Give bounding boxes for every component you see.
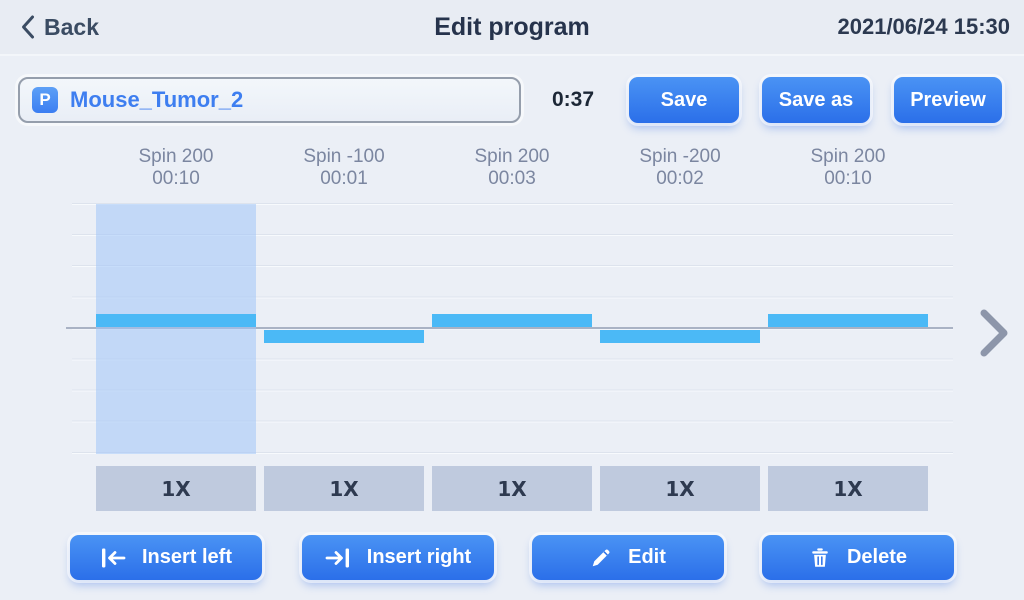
program-name-value: Mouse_Tumor_2 xyxy=(70,87,244,112)
repeat-count-3[interactable]: 1X xyxy=(600,466,760,511)
segment-3[interactable] xyxy=(600,203,760,454)
edit-button[interactable]: Edit xyxy=(532,535,724,580)
segment-bar xyxy=(264,330,424,343)
pencil-icon xyxy=(590,547,612,569)
program-name-field[interactable]: P Mouse_Tumor_2 xyxy=(18,77,521,123)
segment-time: 00:10 xyxy=(152,168,200,189)
segment-label-3: Spin -200 00:02 xyxy=(600,146,760,190)
trash-icon xyxy=(809,547,831,569)
edit-label: Edit xyxy=(628,546,666,568)
chevron-right-icon xyxy=(977,307,1011,359)
program-chart xyxy=(0,203,1024,454)
next-page-button[interactable] xyxy=(970,303,1018,363)
repeat-count-2[interactable]: 1X xyxy=(432,466,592,511)
segment-label-4: Spin 200 00:10 xyxy=(768,146,928,190)
chart-baseline xyxy=(66,327,953,329)
back-label: Back xyxy=(44,13,99,40)
segment-action: Spin 200 xyxy=(810,146,886,167)
total-duration: 0:37 xyxy=(551,88,595,111)
segment-label-2: Spin 200 00:03 xyxy=(432,146,592,190)
segment-time: 00:01 xyxy=(320,168,368,189)
segment-time: 00:02 xyxy=(656,168,704,189)
insert-left-icon xyxy=(100,547,126,569)
back-button[interactable]: Back xyxy=(18,0,99,54)
insert-right-icon xyxy=(325,547,351,569)
datetime-display: 2021/06/24 15:30 xyxy=(837,14,1011,39)
segment-action: Spin 200 xyxy=(138,146,214,167)
repeat-count-4[interactable]: 1X xyxy=(768,466,928,511)
segment-2[interactable] xyxy=(432,203,592,454)
insert-left-button[interactable]: Insert left xyxy=(70,535,262,580)
segment-label-1: Spin -100 00:01 xyxy=(264,146,424,190)
segment-bar xyxy=(768,314,928,327)
chevron-left-icon xyxy=(18,14,38,40)
page-title: Edit program xyxy=(434,12,590,41)
selection-highlight xyxy=(96,204,256,454)
segment-action: Spin -100 xyxy=(303,146,385,167)
segment-label-0: Spin 200 00:10 xyxy=(96,146,256,190)
insert-right-label: Insert right xyxy=(366,546,472,568)
save-as-button[interactable]: Save as xyxy=(762,77,870,123)
segment-0[interactable] xyxy=(96,203,256,454)
preview-button[interactable]: Preview xyxy=(894,77,1002,123)
segment-action: Spin 200 xyxy=(474,146,550,167)
top-bar: Back Edit program 2021/06/24 15:30 xyxy=(0,0,1024,56)
segment-bar xyxy=(96,314,256,327)
program-icon: P xyxy=(32,87,58,113)
repeat-count-1[interactable]: 1X xyxy=(264,466,424,511)
delete-label: Delete xyxy=(846,546,908,568)
segment-action: Spin -200 xyxy=(639,146,721,167)
insert-left-label: Insert left xyxy=(141,546,233,568)
segment-time: 00:10 xyxy=(824,168,872,189)
segment-time: 00:03 xyxy=(488,168,536,189)
save-button[interactable]: Save xyxy=(629,77,739,123)
delete-button[interactable]: Delete xyxy=(762,535,954,580)
segment-1[interactable] xyxy=(264,203,424,454)
insert-right-button[interactable]: Insert right xyxy=(302,535,494,580)
segment-4[interactable] xyxy=(768,203,928,454)
segment-bar xyxy=(600,330,760,343)
repeat-count-0[interactable]: 1X xyxy=(96,466,256,511)
segment-bar xyxy=(432,314,592,327)
